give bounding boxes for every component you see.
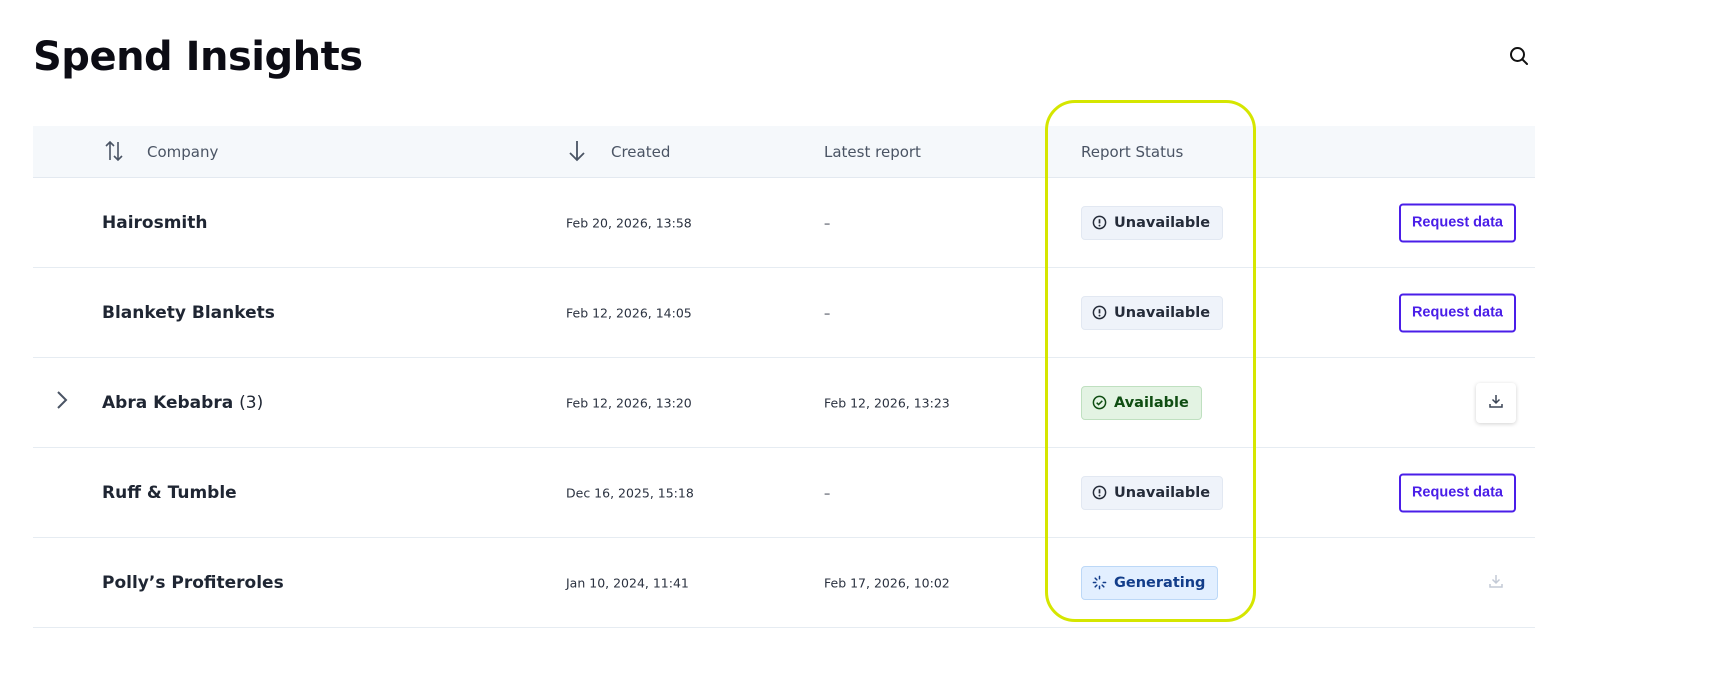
company-count: (3) — [239, 392, 264, 413]
table-row: Blankety Blankets Feb 12, 2026, 14:05 – … — [33, 268, 1535, 358]
created-date: Feb 20, 2026, 13:58 — [566, 215, 692, 230]
request-data-button[interactable]: Request data — [1398, 473, 1516, 512]
request-data-button[interactable]: Request data — [1398, 293, 1516, 332]
status-label: Available — [1114, 394, 1189, 411]
status-label: Unavailable — [1114, 484, 1211, 501]
created-date: Jan 10, 2024, 11:41 — [566, 575, 689, 590]
company-label: Ruff & Tumble — [102, 482, 237, 503]
column-company[interactable]: Company — [147, 143, 219, 161]
available-icon — [1092, 395, 1107, 410]
company-name: Ruff & Tumble — [102, 483, 237, 503]
column-created[interactable]: Created — [611, 143, 671, 161]
company-name: Blankety Blankets — [102, 303, 275, 323]
status-label: Unavailable — [1114, 214, 1211, 231]
latest-report-date: – — [824, 485, 831, 500]
latest-report-date: Feb 17, 2026, 10:02 — [824, 575, 950, 590]
table-row: Ruff & Tumble Dec 16, 2025, 15:18 – Unav… — [33, 448, 1535, 538]
company-label: Abra Kebabra — [102, 392, 234, 413]
status-badge: Unavailable — [1081, 295, 1224, 330]
table-row: Polly’s Profiteroles Jan 10, 2024, 11:41… — [33, 538, 1535, 628]
column-latest-report: Latest report — [824, 143, 921, 161]
table-row: Hairosmith Feb 20, 2026, 13:58 – Unavail… — [33, 178, 1535, 268]
company-label: Hairosmith — [102, 212, 208, 233]
status-label: Unavailable — [1114, 304, 1211, 321]
page-title: Spend Insights — [33, 34, 363, 80]
company-name: Hairosmith — [102, 213, 207, 233]
unavailable-icon — [1092, 485, 1107, 500]
latest-report-date: – — [824, 305, 831, 320]
status-badge: Generating — [1081, 565, 1219, 600]
download-icon — [1488, 573, 1504, 593]
download-icon — [1488, 393, 1504, 413]
company-name: Abra Kebabra (3) — [102, 393, 263, 413]
unavailable-icon — [1092, 215, 1107, 230]
table-header: Company Created Latest report Report Sta… — [33, 126, 1535, 178]
status-badge: Unavailable — [1081, 475, 1224, 510]
download-button[interactable] — [1476, 382, 1516, 423]
company-name: Polly’s Profiteroles — [102, 573, 284, 593]
unavailable-icon — [1092, 305, 1107, 320]
created-date: Dec 16, 2025, 15:18 — [566, 485, 694, 500]
generating-icon — [1092, 575, 1107, 590]
latest-report-date: – — [824, 215, 831, 230]
companies-table: Company Created Latest report Report Sta… — [33, 126, 1535, 628]
latest-report-date: Feb 12, 2026, 13:23 — [824, 395, 950, 410]
request-data-button[interactable]: Request data — [1398, 203, 1516, 242]
chevron-right-icon[interactable] — [55, 389, 69, 417]
column-report-status: Report Status — [1081, 143, 1184, 161]
company-label: Blankety Blankets — [102, 302, 275, 323]
search-icon[interactable] — [1508, 45, 1530, 67]
company-label: Polly’s Profiteroles — [102, 572, 284, 593]
table-row: Abra Kebabra (3) Feb 12, 2026, 13:20 Feb … — [33, 358, 1535, 448]
status-badge: Unavailable — [1081, 205, 1224, 240]
status-label: Generating — [1114, 574, 1206, 591]
created-date: Feb 12, 2026, 13:20 — [566, 395, 692, 410]
sort-desc-icon[interactable] — [567, 138, 587, 168]
sort-icon[interactable] — [105, 139, 123, 167]
created-date: Feb 12, 2026, 14:05 — [566, 305, 692, 320]
status-badge: Available — [1081, 385, 1202, 420]
download-button-disabled — [1476, 562, 1516, 603]
